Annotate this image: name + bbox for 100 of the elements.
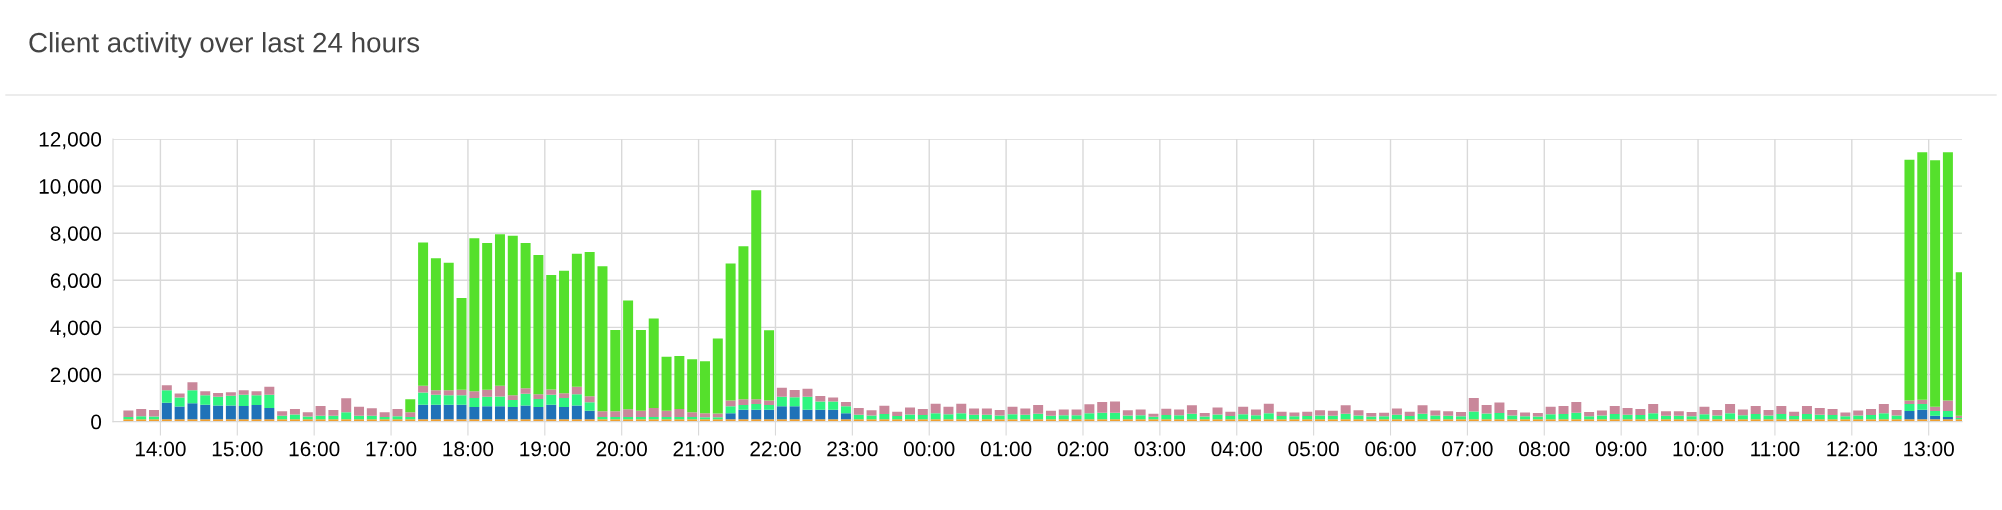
bar (1891, 410, 1902, 416)
bar (892, 411, 903, 416)
bar (1545, 406, 1556, 415)
bar (1801, 406, 1812, 415)
bar (559, 393, 570, 399)
bar (174, 393, 185, 398)
bar (1712, 415, 1723, 420)
x-tick-label: 12:00 (1827, 441, 1878, 457)
bar (584, 410, 595, 420)
bar (764, 409, 775, 420)
bar (1302, 415, 1313, 420)
bar (776, 406, 787, 420)
bar (738, 246, 749, 400)
bar (1776, 406, 1787, 415)
bar (1507, 415, 1518, 420)
bar (1430, 415, 1441, 420)
bar (187, 403, 198, 420)
bar (828, 397, 839, 402)
bar (1045, 410, 1056, 416)
bar (1904, 400, 1915, 404)
bar (418, 242, 429, 386)
bar (1699, 414, 1710, 420)
bar (456, 389, 467, 396)
x-tick-label: 20:00 (596, 441, 647, 457)
bar (482, 406, 493, 420)
bar (879, 405, 890, 415)
bar (1276, 415, 1287, 420)
bar (1250, 415, 1261, 420)
x-tick-label: 16:00 (289, 441, 340, 457)
bar (1866, 409, 1877, 416)
bar (1225, 415, 1236, 420)
bar (584, 396, 595, 403)
bar (392, 409, 403, 417)
bar (584, 252, 595, 397)
bar (994, 410, 1005, 416)
bar (1725, 413, 1736, 420)
x-tick-label: 05:00 (1288, 441, 1339, 457)
bar (1917, 409, 1928, 420)
bar (1571, 412, 1582, 420)
bar (1737, 415, 1748, 420)
bar (469, 398, 480, 407)
bar (725, 406, 736, 414)
bar (1635, 415, 1646, 420)
x-tick-label: 04:00 (1211, 441, 1263, 457)
bar (264, 386, 275, 395)
bar (571, 386, 582, 395)
bar (1071, 415, 1082, 420)
bar (1763, 410, 1774, 416)
bar (238, 390, 249, 395)
bar (507, 395, 518, 400)
bar (751, 409, 762, 420)
x-tick-label: 14:00 (135, 441, 186, 457)
bar (341, 398, 352, 413)
bar (687, 412, 698, 417)
bar (1033, 405, 1044, 414)
x-tick-label: 23:00 (827, 441, 878, 457)
bar (725, 263, 736, 401)
bar (559, 407, 570, 420)
bar (494, 406, 505, 420)
bar (712, 338, 723, 414)
bar (1750, 414, 1761, 420)
bar (1930, 160, 1941, 407)
bar (610, 329, 621, 412)
bar (1814, 407, 1825, 415)
bar (1186, 405, 1197, 414)
bar (1263, 403, 1274, 414)
bar (1661, 411, 1671, 416)
bar (1891, 415, 1902, 420)
bar (149, 410, 159, 417)
bar (200, 391, 211, 396)
bar (751, 399, 762, 404)
bar (546, 404, 557, 420)
bar (559, 270, 570, 394)
bar (776, 387, 787, 397)
bar (725, 400, 736, 407)
bar (456, 395, 467, 405)
bar (840, 406, 851, 414)
bar (1110, 412, 1121, 420)
bar (225, 395, 236, 406)
bar (1725, 403, 1736, 414)
bar (443, 404, 454, 420)
bar (1443, 411, 1454, 416)
bar (738, 399, 749, 406)
bar (1596, 415, 1607, 420)
bar (469, 238, 480, 392)
bar (1174, 415, 1185, 420)
bar (161, 390, 172, 403)
bar (905, 407, 915, 415)
bar (1942, 400, 1953, 411)
bar (635, 410, 646, 417)
bar (1481, 404, 1492, 414)
bar (174, 406, 185, 420)
bar (1058, 415, 1069, 420)
bar (430, 258, 441, 391)
bar (1161, 408, 1172, 416)
bar (264, 394, 275, 408)
bar (1648, 403, 1659, 414)
bar (187, 390, 198, 404)
bar (699, 413, 710, 418)
x-tick-label: 06:00 (1365, 441, 1416, 457)
